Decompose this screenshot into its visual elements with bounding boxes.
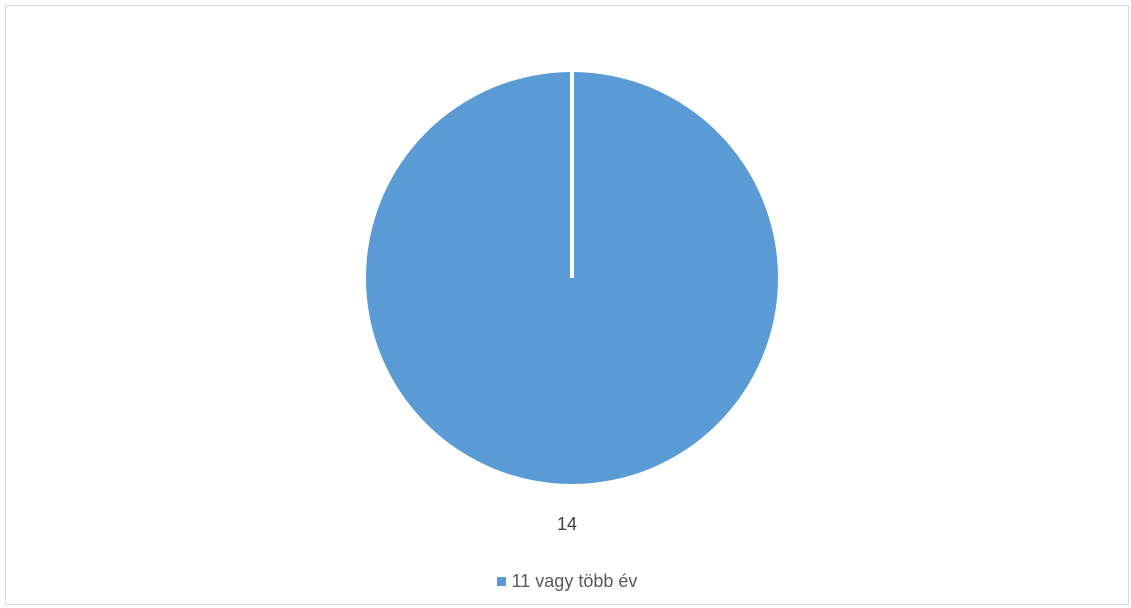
chart-area: 14 11 vagy több év [5, 5, 1129, 605]
legend: 11 vagy több év [6, 571, 1128, 592]
data-label-0: 14 [556, 514, 578, 534]
legend-label: 11 vagy több év [511, 571, 638, 591]
legend-swatch [496, 577, 506, 586]
pie-chart [366, 72, 778, 484]
pie-slices [366, 72, 778, 484]
